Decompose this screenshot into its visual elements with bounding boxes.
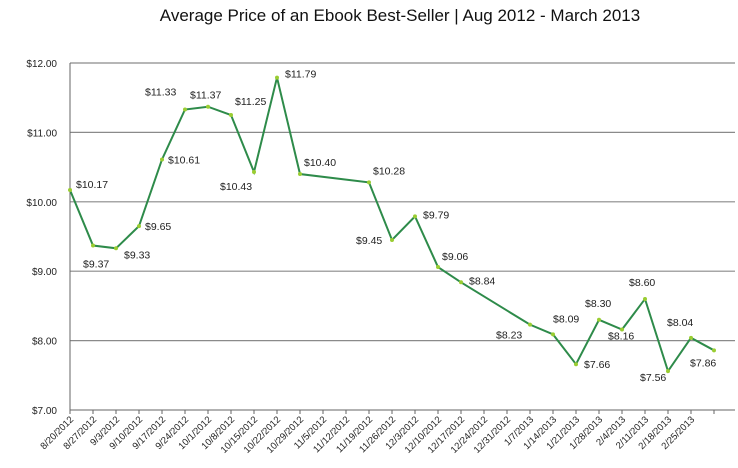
data-label: $11.33 [145,86,176,98]
data-label: $7.66 [584,359,610,371]
data-point [436,265,440,270]
y-tick-label: $12.00 [26,59,57,70]
data-point [390,237,394,242]
data-point [206,104,210,109]
y-tick-label: $10.00 [26,198,57,209]
y-tick-label: $9.00 [32,267,57,278]
data-label: $8.60 [629,277,655,289]
data-label: $7.86 [690,357,716,369]
data-label: $9.45 [356,235,382,247]
data-point [229,113,233,118]
data-label: $11.79 [285,69,316,81]
data-point [413,214,417,219]
data-label: $10.40 [304,157,336,169]
data-point [114,246,118,251]
data-label: $8.09 [553,313,579,325]
data-label: $9.33 [124,249,150,261]
data-point [298,172,302,177]
data-label: $7.56 [640,372,666,384]
data-label: $9.06 [442,251,468,263]
data-point [68,188,72,193]
data-point [275,75,279,80]
data-label: $9.65 [145,221,171,233]
data-label: $8.84 [469,275,495,287]
data-label: $8.16 [608,330,634,342]
data-label: $8.04 [667,317,693,329]
data-point [712,348,716,353]
y-tick-label: $7.00 [32,406,57,417]
data-label: $10.61 [168,154,200,166]
data-label: $9.37 [83,259,109,271]
data-label: $8.23 [496,330,522,342]
data-point [620,327,624,332]
y-tick-label: $11.00 [27,128,57,139]
data-label: $11.37 [190,90,221,102]
data-point [183,107,187,112]
data-point [367,180,371,185]
data-point [689,335,693,340]
data-point [160,157,164,162]
data-point [551,332,555,337]
data-point [643,296,647,301]
data-label: $10.43 [220,181,252,193]
data-point [459,280,463,285]
y-tick-label: $8.00 [32,337,57,348]
data-point [574,362,578,367]
data-point [91,243,95,248]
data-label: $8.30 [585,298,611,310]
data-label: $11.25 [235,96,266,108]
data-label: $10.17 [76,179,108,191]
data-point [252,169,256,174]
data-label: $10.28 [373,165,405,177]
chart-title: Average Price of an Ebook Best-Seller | … [159,6,641,25]
data-label: $9.79 [423,209,449,221]
data-point [528,322,532,327]
data-point [137,224,141,229]
data-point [666,369,670,374]
data-point [597,317,601,322]
